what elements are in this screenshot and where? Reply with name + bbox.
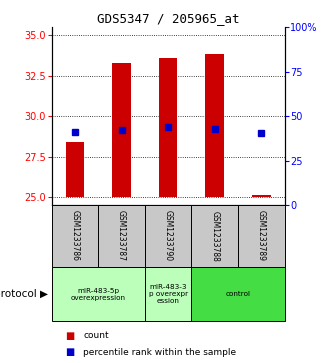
Text: protocol ▶: protocol ▶ — [0, 289, 48, 299]
Bar — [145, 267, 191, 321]
Bar — [145, 205, 191, 267]
Bar — [52, 267, 145, 321]
Text: miR-483-3
p overexpr
ession: miR-483-3 p overexpr ession — [149, 284, 188, 304]
Bar — [112, 63, 131, 197]
Text: control: control — [225, 291, 251, 297]
Text: ■: ■ — [65, 331, 74, 341]
Text: GSM1233786: GSM1233786 — [70, 211, 80, 261]
Text: count: count — [83, 331, 109, 340]
Bar — [238, 205, 285, 267]
Bar — [66, 142, 84, 197]
Text: GSM1233789: GSM1233789 — [257, 211, 266, 261]
Bar — [159, 58, 177, 197]
Title: GDS5347 / 205965_at: GDS5347 / 205965_at — [97, 12, 239, 25]
Bar — [205, 54, 224, 197]
Text: miR-483-5p
overexpression: miR-483-5p overexpression — [71, 287, 126, 301]
Bar — [252, 195, 271, 197]
Bar — [191, 205, 238, 267]
Text: GSM1233790: GSM1233790 — [164, 211, 173, 261]
Bar — [98, 205, 145, 267]
Text: GSM1233788: GSM1233788 — [210, 211, 219, 261]
Text: percentile rank within the sample: percentile rank within the sample — [83, 348, 236, 356]
Text: ■: ■ — [65, 347, 74, 357]
Text: GSM1233787: GSM1233787 — [117, 211, 126, 261]
Bar — [52, 205, 98, 267]
Bar — [191, 267, 285, 321]
